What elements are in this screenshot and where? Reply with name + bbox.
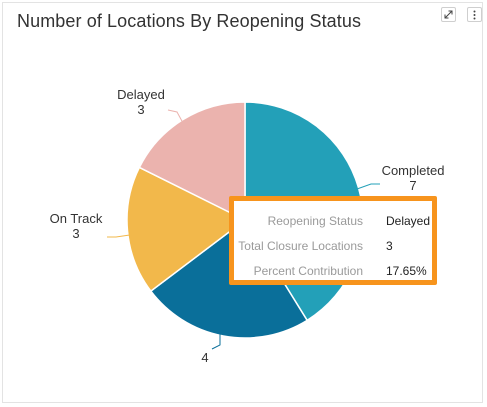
- slice-label-name: Completed: [382, 163, 445, 178]
- tooltip-value: 17.65%: [386, 264, 427, 278]
- tooltip-row: Percent Contribution 17.65%: [234, 264, 432, 280]
- slice-label-value: 7: [409, 178, 416, 193]
- tooltip-label: Reopening Status: [267, 214, 363, 228]
- expand-arrows-icon: [444, 10, 453, 19]
- slice-label-name: On Track: [50, 211, 103, 226]
- tooltip-row: Total Closure Locations 3: [234, 239, 432, 255]
- expand-icon[interactable]: [441, 7, 456, 22]
- pie-slice-on-track[interactable]: [126, 166, 247, 293]
- tooltip-label: Percent Contribution: [253, 264, 363, 278]
- label-connector: [167, 109, 184, 124]
- label-connector: [107, 234, 131, 238]
- slice-label-value: 3: [72, 226, 79, 241]
- tooltip-label: Total Closure Locations: [238, 239, 363, 253]
- chart-title: Number of Locations By Reopening Status: [17, 11, 362, 31]
- slice-label-value: 4: [201, 350, 208, 365]
- label-connector: [211, 333, 221, 350]
- tooltip-value: 3: [386, 239, 393, 253]
- pie-slice-delayed[interactable]: [138, 101, 246, 222]
- chart-tooltip: Reopening Status Delayed Total Closure Loc…: [229, 196, 437, 285]
- label-connector: [356, 183, 380, 190]
- tooltip-row: Reopening Status Delayed: [234, 214, 432, 230]
- dots-icon: [473, 10, 476, 19]
- slice-label-value: 3: [137, 102, 144, 117]
- tooltip-value: Delayed: [386, 214, 431, 228]
- slice-label-name: Delayed: [117, 87, 165, 102]
- pie-slice-unnamed-1[interactable]: [149, 218, 309, 339]
- more-vertical-icon[interactable]: [467, 7, 482, 22]
